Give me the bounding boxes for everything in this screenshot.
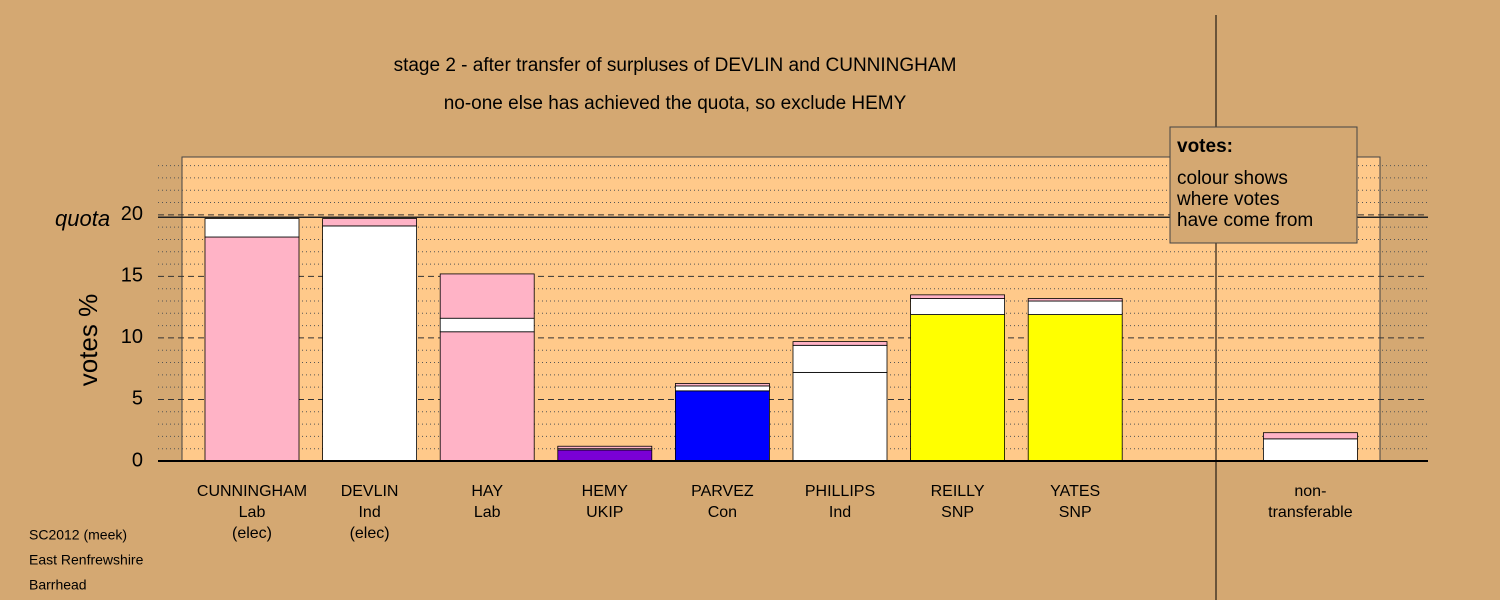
x-tick-label: YATES: [1050, 483, 1100, 500]
chart-title: stage 2 - after transfer of surpluses of…: [394, 55, 957, 76]
note-box: [1169, 126, 1358, 244]
x-tick-label: DEVLIN: [341, 483, 399, 500]
y-tick-label: 0: [132, 449, 143, 471]
bar-segment: [204, 236, 300, 462]
x-tick-label: transferable: [1268, 504, 1353, 521]
bar-segment: [439, 331, 535, 462]
bar-segment: [910, 294, 1005, 299]
x-tick-label: PHILLIPS: [805, 483, 875, 500]
bar-segment: [792, 344, 888, 373]
bar-segment: [1027, 314, 1123, 462]
x-tick-label: (elec): [232, 525, 272, 542]
x-tick-label: CUNNINGHAM: [197, 483, 307, 500]
bar-segment: [204, 218, 300, 238]
bar-segment: [1263, 432, 1358, 440]
bar-segment: [675, 383, 770, 387]
x-tick-label: Ind: [358, 504, 380, 521]
bar-segment: [675, 390, 770, 462]
bar-segment: [439, 317, 535, 333]
footnote: Barrhead: [29, 577, 87, 593]
bar-segment: [910, 298, 1005, 315]
x-tick-label: non-: [1294, 483, 1326, 500]
note-title: votes:: [1177, 136, 1233, 157]
bar-segment: [792, 341, 888, 346]
chart-subtitle: no-one else has achieved the quota, so e…: [444, 93, 907, 114]
y-tick-label: 20: [121, 203, 143, 225]
bar-segment: [557, 445, 653, 450]
x-tick-label: Con: [708, 504, 737, 521]
bar-segment: [557, 449, 653, 462]
quota-label: quota: [55, 206, 110, 231]
x-tick-label: Lab: [474, 504, 501, 521]
note-line: where votes: [1176, 189, 1279, 210]
y-tick-label: 5: [132, 388, 143, 410]
footnote: East Renfrewshire: [29, 552, 144, 568]
bar-segment: [1027, 298, 1123, 302]
x-tick-label: Ind: [829, 504, 851, 521]
x-tick-label: SNP: [1059, 504, 1092, 521]
x-tick-label: SNP: [941, 504, 974, 521]
y-tick-label: 15: [121, 265, 143, 287]
x-tick-label: REILLY: [931, 483, 985, 500]
bar-segment: [1027, 300, 1123, 315]
footnote: SC2012 (meek): [29, 527, 127, 543]
bar-segment: [322, 225, 418, 462]
note-line: have come from: [1177, 210, 1313, 231]
x-tick-label: UKIP: [586, 504, 623, 521]
x-tick-label: HAY: [471, 483, 503, 500]
bar-segment: [322, 218, 418, 227]
bar-segment: [1263, 438, 1358, 462]
labels: 0 5 10 15 20 quota CUNNINGHAM Lab (elec) DEVLIN In…: [55, 203, 1353, 542]
bar-segment: [910, 314, 1005, 462]
y-tick-label: 10: [121, 326, 143, 348]
bars: [204, 218, 1358, 462]
bar-segment: [792, 371, 888, 462]
x-tick-label: (elec): [350, 525, 390, 542]
note-line: colour shows: [1177, 168, 1288, 189]
x-tick-label: HEMY: [582, 483, 629, 500]
bar-segment: [675, 385, 770, 392]
x-tick-label: Lab: [239, 504, 266, 521]
y-axis-label: votes %: [73, 294, 103, 387]
bar-segment: [439, 273, 535, 319]
x-tick-label: PARVEZ: [691, 483, 754, 500]
